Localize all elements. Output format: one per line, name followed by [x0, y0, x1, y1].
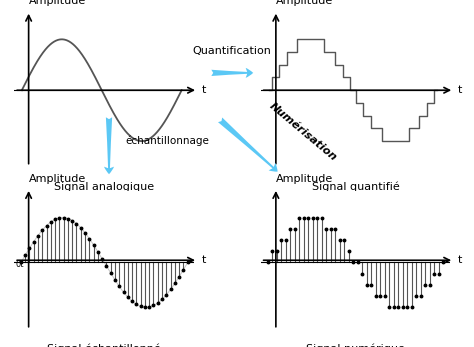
Text: Signal échantillonné: Signal échantillonné [47, 344, 161, 347]
Text: Amplitude: Amplitude [276, 0, 333, 6]
Text: Quantification: Quantification [193, 45, 272, 56]
Text: t: t [201, 85, 206, 95]
Text: Amplitude: Amplitude [276, 174, 333, 184]
Text: t: t [458, 255, 462, 265]
Text: Amplitude: Amplitude [28, 174, 86, 184]
Text: Numérisation: Numérisation [268, 101, 339, 163]
Text: échantillonnage: échantillonnage [126, 135, 210, 146]
Text: t: t [458, 85, 462, 95]
Text: t: t [201, 255, 206, 265]
Text: Signal analogique: Signal analogique [54, 182, 155, 192]
Text: 0t: 0t [16, 260, 24, 269]
Text: Amplitude: Amplitude [28, 0, 86, 6]
Text: Signal numérique: Signal numérique [306, 344, 405, 347]
Text: Signal quantifié: Signal quantifié [311, 182, 400, 192]
